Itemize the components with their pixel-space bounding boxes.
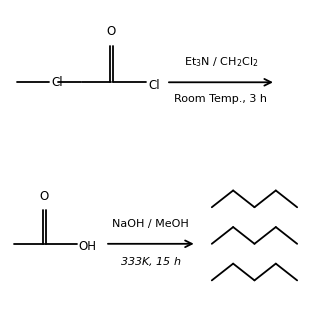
Text: O: O bbox=[107, 25, 116, 38]
Text: Et$_3$N / CH$_2$Cl$_2$: Et$_3$N / CH$_2$Cl$_2$ bbox=[184, 56, 258, 69]
Text: NaOH / MeOH: NaOH / MeOH bbox=[113, 219, 189, 229]
Text: 333$K$, 15 h: 333$K$, 15 h bbox=[120, 255, 182, 268]
Text: Room Temp., 3 h: Room Temp., 3 h bbox=[174, 94, 268, 104]
Text: Cl: Cl bbox=[149, 79, 160, 92]
Text: Cl: Cl bbox=[51, 76, 63, 89]
Text: OH: OH bbox=[79, 240, 97, 253]
Text: O: O bbox=[40, 190, 49, 203]
